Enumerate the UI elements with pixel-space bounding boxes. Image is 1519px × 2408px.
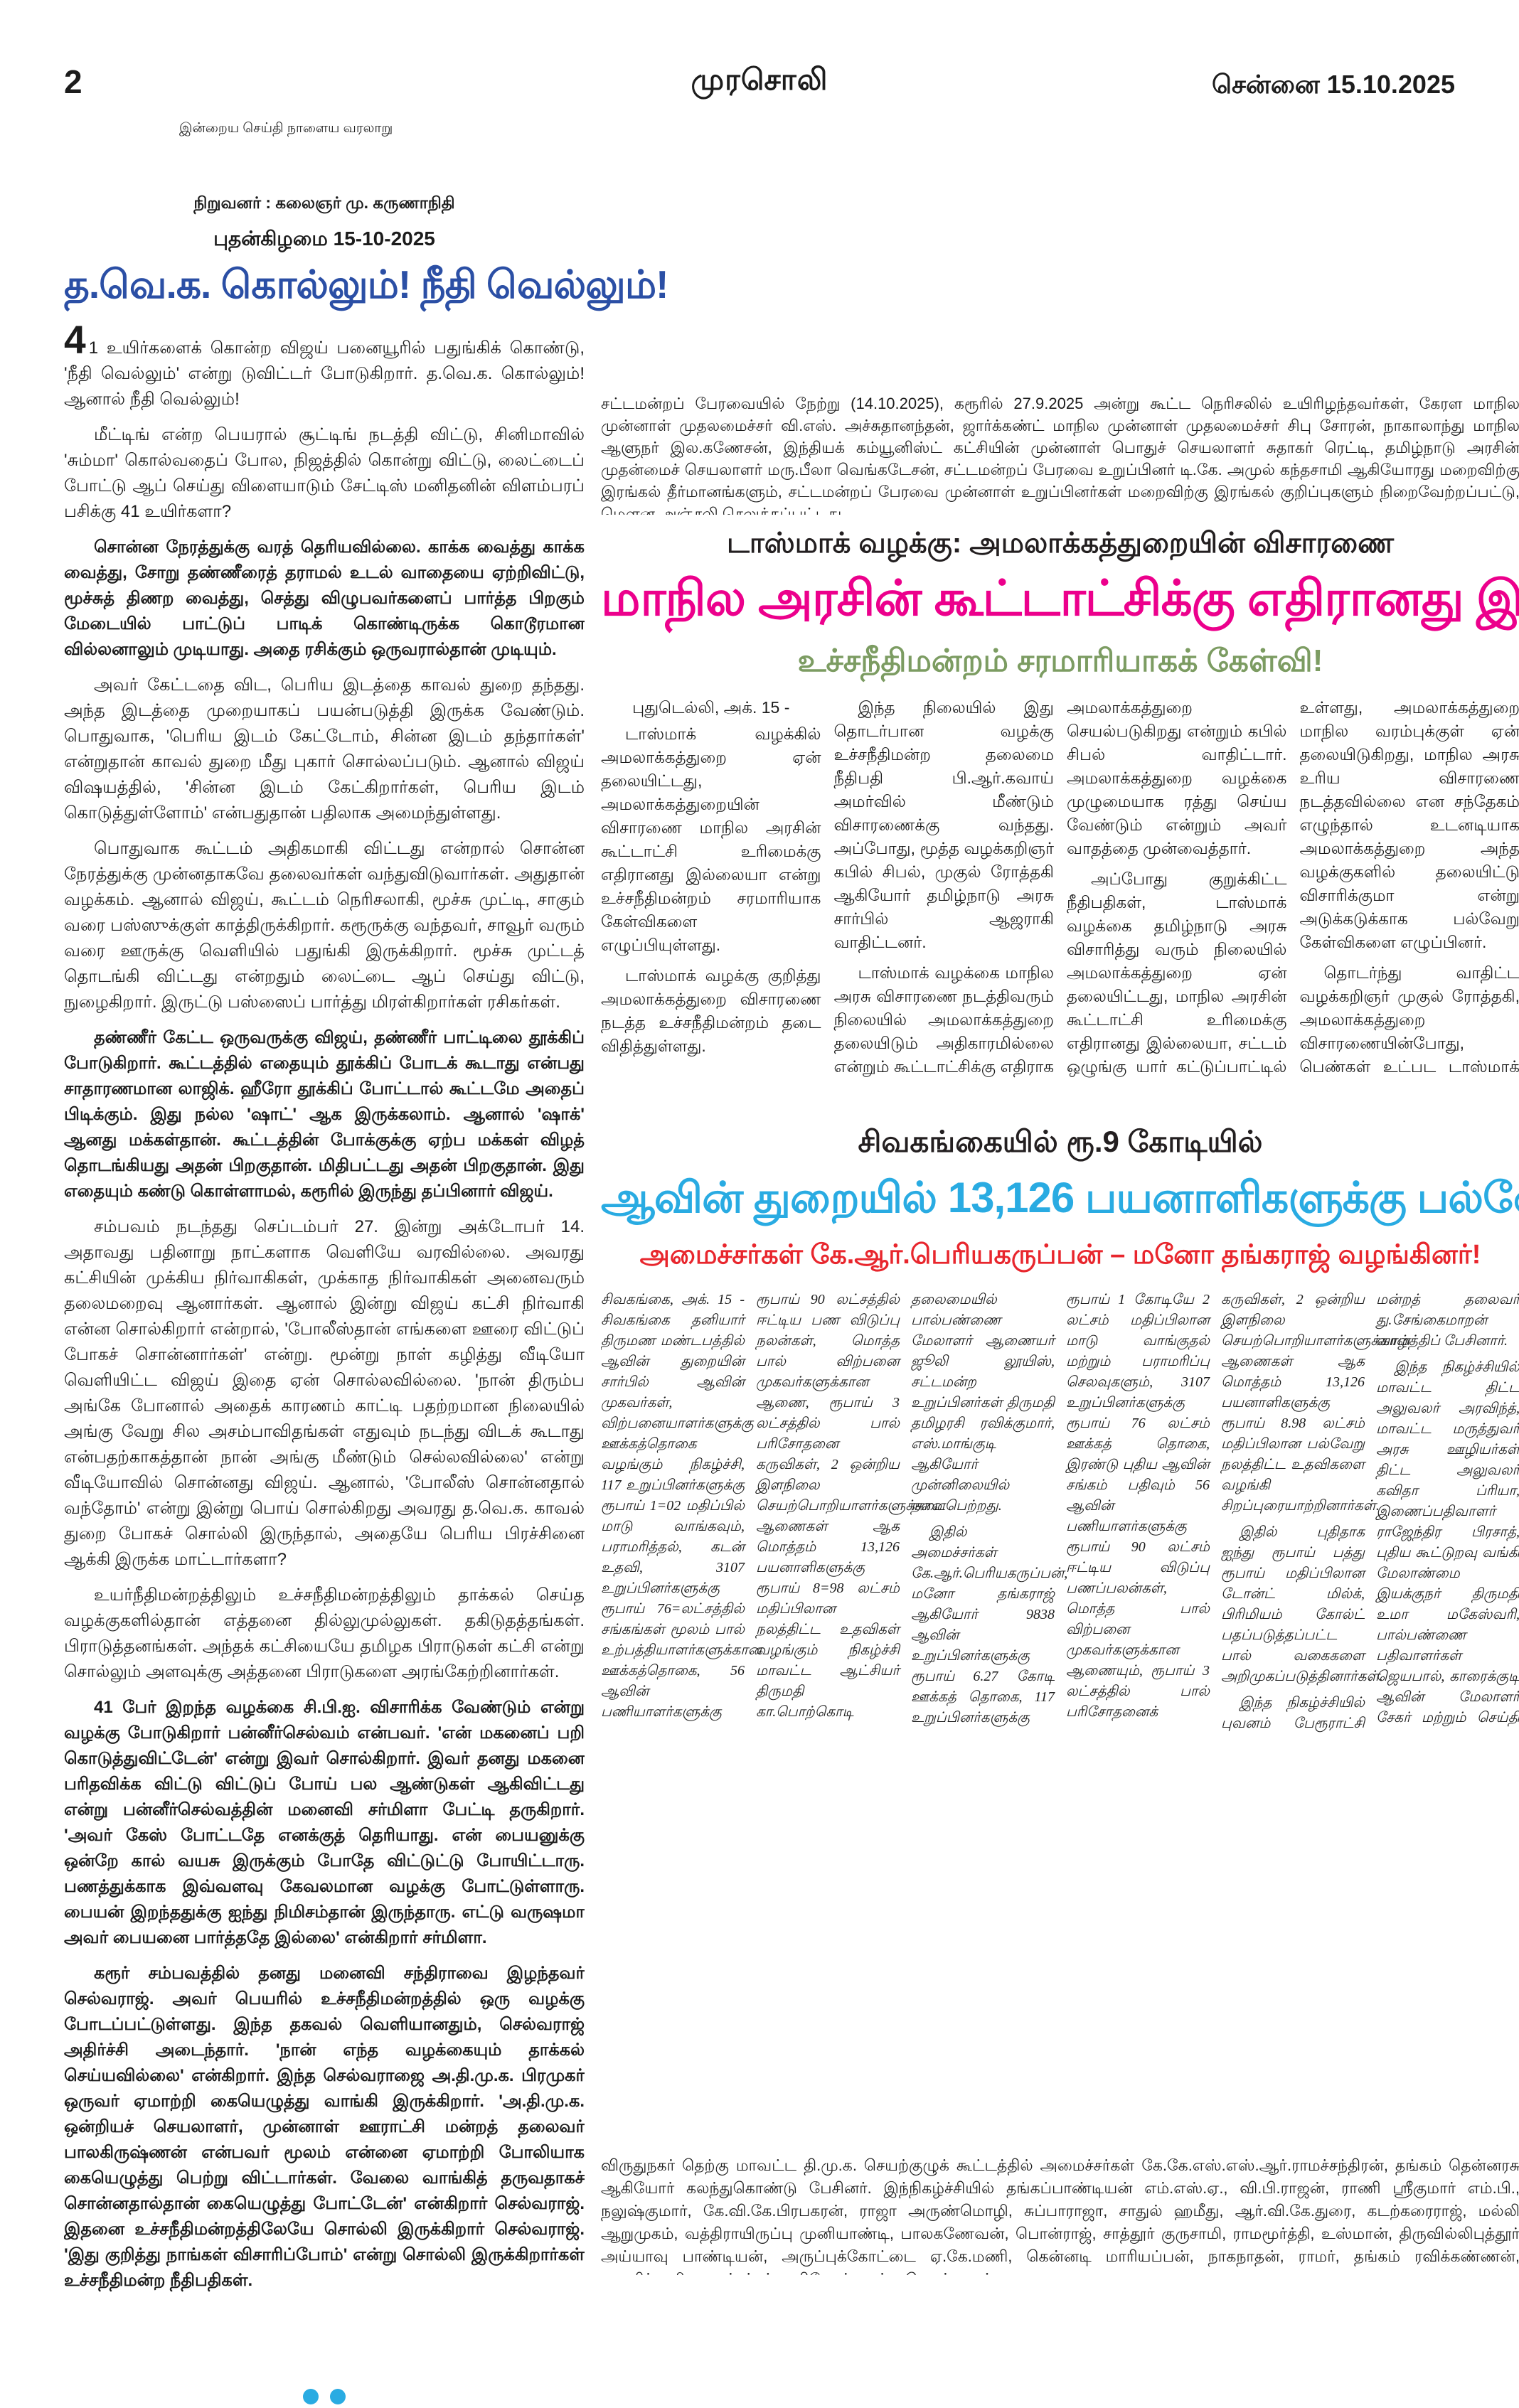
masthead-tagline: இன்றைய செய்தி நாளைய வரலாறு [179,121,393,138]
body-paragraph: தண்ணீர் கேட்ட ஒருவருக்கு விஜய், தண்ணீர் … [64,1025,585,1204]
body-paragraph: டாஸ்மாக் வழக்கில் அமலாக்கத்துறை ஏன் தலைய… [601,722,821,957]
tasmac-subhead: உச்சநீதிமன்றம் சரமாரியாகக் கேள்வி! [601,643,1519,683]
photo-caption: விருதுநகர் தெற்கு மாவட்ட தி.மு.க. செயற்க… [601,2154,1519,2275]
masthead-title: முரசொலி [691,63,828,101]
editorial-date-line: புதன்கிழமை 15-10-2025 [64,228,585,253]
editorial-article: நிறுவனர் : கலைஞர் மு. கருணாநிதி புதன்கிழ… [64,193,585,2294]
end-dot-icon [330,2389,346,2404]
sivagangai-headline: ஆவின் துறையில் 13,126 பயனாளிகளுக்கு பல்வ… [601,1173,1519,1229]
body-paragraph: கரூர் சம்பவத்தில் தனது மனைவி சந்திராவை இ… [64,1961,585,2294]
body-paragraph: சொன்ன நேரத்துக்கு வரத் தெரியவில்லை. காக்… [64,535,585,663]
page-number: 2 [64,63,82,101]
body-paragraph: 41 உயிர்களைக் கொன்ற விஜய் பனையூரில் பதுங… [64,324,585,412]
tasmac-article: டாஸ்மாக் வழக்கு: அமலாக்கத்துறையின் விசார… [601,528,1519,1086]
assembly-note-text: சட்டமன்றப் பேரவையில் நேற்று (14.10.2025)… [601,392,1519,515]
body-paragraph: டாஸ்மாக் வழக்கு குறித்து அமலாக்கத்துறை வ… [601,964,821,1058]
body-paragraph: இந்த நிலையில் இது தொடர்பான வழக்கு உச்சநீ… [834,696,1055,954]
body-paragraph: பொதுவாக கூட்டம் அதிகமாகி விட்டது என்றால்… [64,836,585,1015]
body-paragraph: இந்த நிகழ்ச்சியில் மாவட்ட திட்ட அலுவலர் … [1376,1290,1519,1742]
sivagangai-subhead: அமைச்சர்கள் கே.ஆர்.பெரியகருப்பன் – மனோ த… [601,1240,1519,1274]
body-paragraph: மீட்டிங் என்ற பெயரால் சூட்டிங் நடத்தி வி… [64,422,585,525]
body-paragraph: 41 பேர் இறந்த வழக்கை சி.பி.ஐ. விசாரிக்க … [64,1695,585,1951]
tasmac-body-columns: புதுடெல்லி, அக். 15 - டாஸ்மாக் வழக்கில் அ… [601,696,1519,1086]
tasmac-kicker: டாஸ்மாக் வழக்கு: அமலாக்கத்துறையின் விசார… [601,528,1519,563]
page-header: 2 முரசொலி சென்னை 15.10.2025 [64,63,1455,103]
newspaper-page: { "colors":{ "headline_blue":"#2b4fa5", … [0,0,1519,2343]
tasmac-headline: மாநில அரசின் கூட்டாட்சிக்கு எதிரானது இல்… [601,570,1519,633]
assembly-condolence-note: சட்டமன்றப் பேரவையில் நேற்று (14.10.2025)… [601,392,1519,515]
body-paragraph: உயர்நீதிமன்றத்திலும் உச்சநீதிமன்றத்திலும… [64,1583,585,1685]
editorial-end-mark [64,2389,585,2408]
body-paragraph: புதுடெல்லி, அக். 15 - [601,696,821,719]
sivagangai-body-columns: சிவகங்கை, அக். 15 - சிவகங்கை தனியார் திர… [601,1290,1519,1742]
edition-place-date: சென்னை 15.10.2025 [1212,70,1455,103]
sivagangai-article: சிவகங்கையில் ரூ.9 கோடியில் ஆவின் துறையில… [601,1125,1519,1742]
body-paragraph: இதில் புதிதாக ஐந்து ரூபாய் பத்து ரூபாய் … [1221,1522,1365,1687]
editorial-headline: த.வெ.க. கொல்லும்! நீதி வெல்லும்! [64,264,585,306]
photo-caption-text: விருதுநகர் தெற்கு மாவட்ட தி.மு.க. செயற்க… [601,2154,1519,2275]
sivagangai-kicker: சிவகங்கையில் ரூ.9 கோடியில் [601,1125,1519,1163]
founder-line: நிறுவனர் : கலைஞர் மு. கருணாநிதி [64,193,585,215]
body-paragraph: அவர் கேட்டதை விட, பெரிய இடத்தை காவல் துற… [64,673,585,826]
editorial-body: 41 உயிர்களைக் கொன்ற விஜய் பனையூரில் பதுங… [64,324,585,2294]
body-paragraph: சம்பவம் நடந்தது செப்டம்பர் 27. இன்று அக்… [64,1214,585,1573]
end-dot-icon [303,2389,319,2404]
